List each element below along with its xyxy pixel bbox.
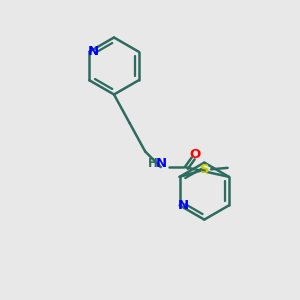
Text: H: H (148, 157, 157, 170)
Text: N: N (156, 157, 167, 170)
Text: N: N (178, 199, 189, 212)
Text: O: O (190, 148, 201, 161)
Text: N: N (88, 45, 99, 58)
Text: S: S (200, 163, 210, 176)
